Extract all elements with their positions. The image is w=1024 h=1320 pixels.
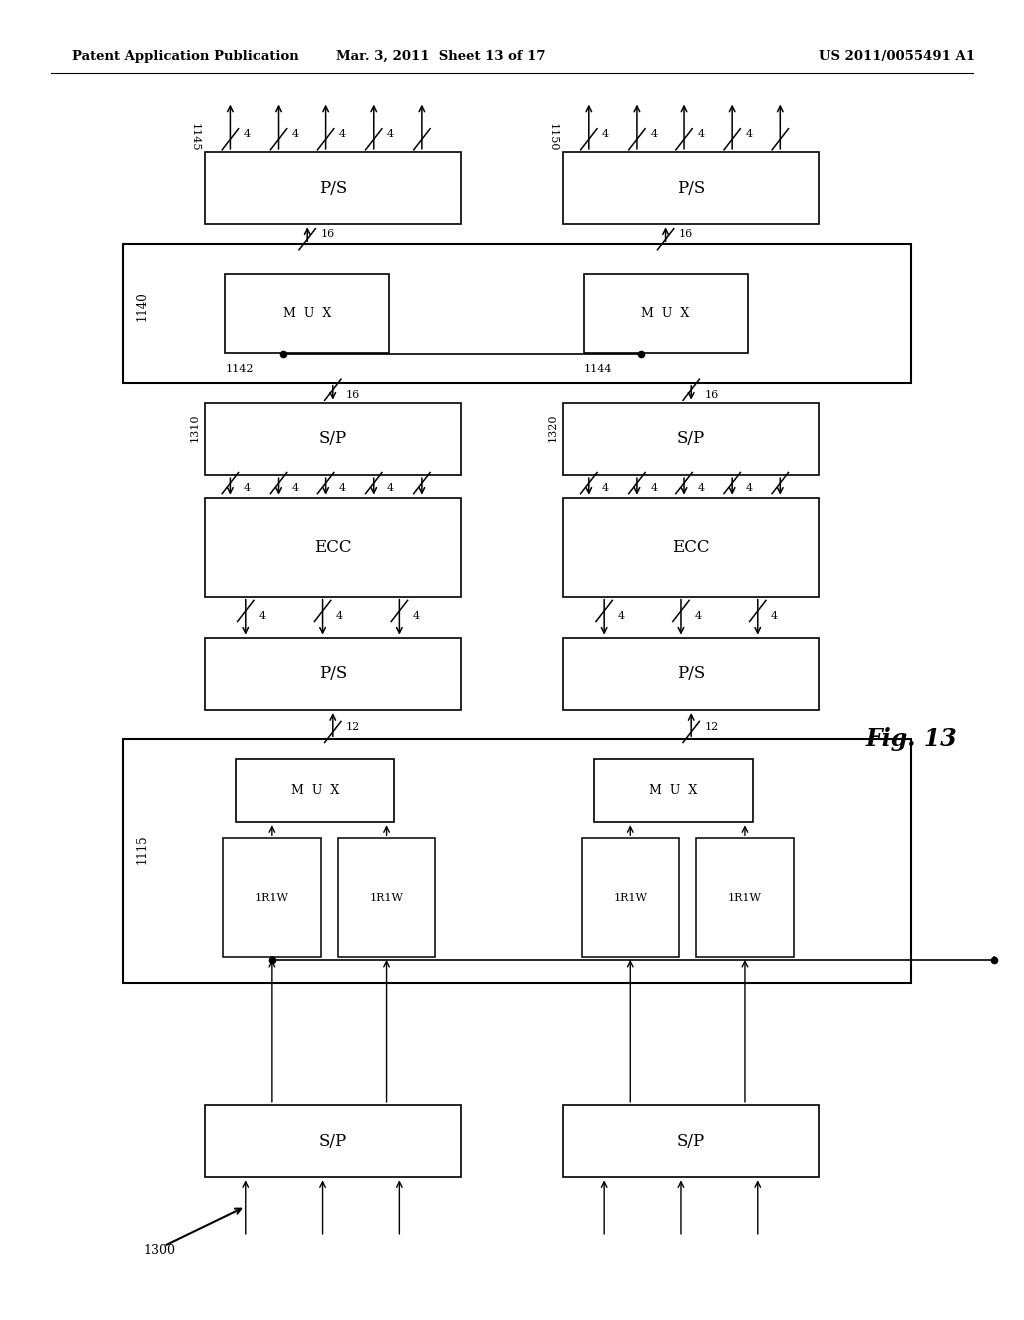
Text: ECC: ECC xyxy=(314,539,351,556)
Bar xyxy=(563,638,819,710)
Text: 1R1W: 1R1W xyxy=(255,892,289,903)
Text: 12: 12 xyxy=(705,722,719,731)
Bar xyxy=(563,152,819,224)
Bar xyxy=(205,498,461,597)
Text: 4: 4 xyxy=(339,483,346,494)
Text: Patent Application Publication: Patent Application Publication xyxy=(72,50,298,63)
Text: M  U  X: M U X xyxy=(283,308,332,319)
Bar xyxy=(225,275,389,354)
Text: 16: 16 xyxy=(321,228,335,239)
Text: ECC: ECC xyxy=(673,539,710,556)
Text: 4: 4 xyxy=(745,483,753,494)
Text: 1150: 1150 xyxy=(548,123,558,152)
Text: 1142: 1142 xyxy=(225,364,254,374)
Text: P/S: P/S xyxy=(318,665,347,682)
Text: 4: 4 xyxy=(244,129,251,139)
Text: 4: 4 xyxy=(387,129,394,139)
Text: 4: 4 xyxy=(244,483,251,494)
Text: 4: 4 xyxy=(697,483,705,494)
Text: 4: 4 xyxy=(617,611,625,622)
Bar xyxy=(594,759,753,822)
Text: 1140: 1140 xyxy=(135,292,148,322)
Text: P/S: P/S xyxy=(677,180,706,197)
Text: Fig. 13: Fig. 13 xyxy=(865,727,957,751)
Bar xyxy=(338,838,435,957)
Text: M  U  X: M U X xyxy=(641,308,690,319)
Text: 1310: 1310 xyxy=(189,413,200,442)
Text: 4: 4 xyxy=(650,129,657,139)
Text: 16: 16 xyxy=(679,228,693,239)
Text: 4: 4 xyxy=(339,129,346,139)
Bar xyxy=(123,244,911,383)
Text: M  U  X: M U X xyxy=(649,784,697,797)
Bar xyxy=(223,838,321,957)
Text: 16: 16 xyxy=(705,389,719,400)
Text: Mar. 3, 2011  Sheet 13 of 17: Mar. 3, 2011 Sheet 13 of 17 xyxy=(336,50,545,63)
Bar xyxy=(236,759,394,822)
Text: S/P: S/P xyxy=(677,430,706,447)
Text: P/S: P/S xyxy=(677,665,706,682)
Text: 4: 4 xyxy=(602,129,609,139)
Text: 4: 4 xyxy=(259,611,266,622)
Text: US 2011/0055491 A1: US 2011/0055491 A1 xyxy=(819,50,975,63)
Text: 1R1W: 1R1W xyxy=(370,892,403,903)
Text: 1144: 1144 xyxy=(584,364,612,374)
Text: S/P: S/P xyxy=(318,1133,347,1150)
Text: S/P: S/P xyxy=(677,1133,706,1150)
Text: 1R1W: 1R1W xyxy=(613,892,647,903)
Text: 4: 4 xyxy=(602,483,609,494)
Text: 4: 4 xyxy=(292,483,299,494)
Bar xyxy=(584,275,748,354)
Text: 1115: 1115 xyxy=(135,834,148,863)
Bar xyxy=(205,1105,461,1177)
Text: 4: 4 xyxy=(745,129,753,139)
Bar xyxy=(205,638,461,710)
Bar xyxy=(205,152,461,224)
Text: 4: 4 xyxy=(336,611,343,622)
Bar xyxy=(205,403,461,475)
Text: 4: 4 xyxy=(650,483,657,494)
Text: 4: 4 xyxy=(387,483,394,494)
Bar xyxy=(563,1105,819,1177)
Text: 1320: 1320 xyxy=(548,413,558,442)
Text: 4: 4 xyxy=(697,129,705,139)
Bar xyxy=(696,838,794,957)
Text: 4: 4 xyxy=(771,611,778,622)
Text: S/P: S/P xyxy=(318,430,347,447)
Text: 4: 4 xyxy=(694,611,701,622)
Text: M  U  X: M U X xyxy=(291,784,339,797)
Bar xyxy=(582,838,679,957)
Text: 12: 12 xyxy=(346,722,360,731)
Bar xyxy=(563,498,819,597)
Text: 1300: 1300 xyxy=(143,1243,175,1257)
Text: 1R1W: 1R1W xyxy=(728,892,762,903)
Text: P/S: P/S xyxy=(318,180,347,197)
Bar xyxy=(563,403,819,475)
Text: 1145: 1145 xyxy=(189,123,200,152)
Text: 4: 4 xyxy=(413,611,420,622)
Text: 4: 4 xyxy=(292,129,299,139)
Bar xyxy=(123,739,911,983)
Text: 16: 16 xyxy=(346,389,360,400)
